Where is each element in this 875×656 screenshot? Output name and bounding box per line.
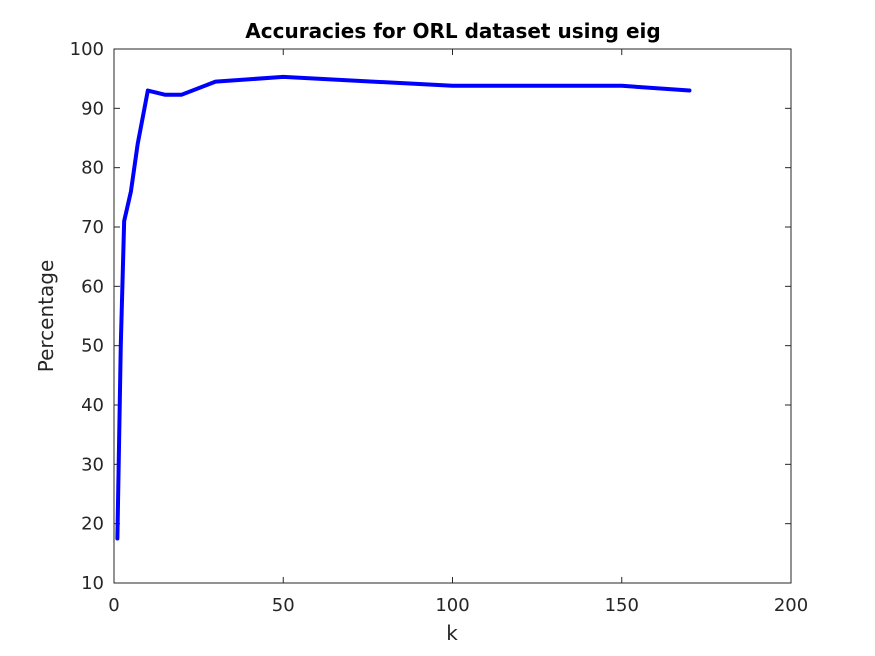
- data-point: [123, 220, 125, 222]
- x-tick-label: 0: [108, 595, 119, 616]
- series-layer: [115, 74, 692, 541]
- y-tick-label: 80: [81, 158, 104, 179]
- y-tick-label: 20: [81, 514, 104, 535]
- x-axis-label: k: [446, 621, 458, 645]
- y-axis-ticks: 10 20 30 40 50 60 70 80 90 100: [70, 39, 791, 594]
- plot-area: [113, 48, 792, 584]
- data-point: [215, 81, 217, 83]
- data-point: [164, 94, 166, 96]
- y-tick-label: 30: [81, 454, 104, 475]
- y-tick-label: 70: [81, 217, 104, 238]
- y-tick-label: 40: [81, 395, 104, 416]
- x-tick-label: 100: [435, 595, 469, 616]
- data-point: [688, 90, 690, 92]
- y-tick-label: 60: [81, 276, 104, 297]
- y-tick-label: 50: [81, 336, 104, 357]
- data-point: [452, 85, 453, 87]
- data-point: [147, 90, 149, 92]
- x-tick-label: 150: [605, 595, 639, 616]
- x-tick-label: 50: [272, 595, 295, 616]
- y-tick-label: 10: [81, 573, 104, 594]
- x-tick-label: 200: [774, 595, 808, 616]
- chart-title: Accuracies for ORL dataset using eig: [245, 19, 660, 43]
- data-point: [137, 143, 139, 145]
- data-point: [181, 94, 183, 96]
- y-tick-label: 90: [81, 98, 104, 119]
- y-tick-label: 100: [70, 39, 104, 60]
- y-axis-label: Percentage: [34, 260, 58, 373]
- data-point: [120, 345, 122, 347]
- data-point: [130, 190, 132, 192]
- data-point: [116, 538, 118, 539]
- data-point: [282, 76, 284, 78]
- x-axis-ticks: 0 50 100 150 200: [108, 49, 808, 616]
- data-point: [621, 85, 623, 87]
